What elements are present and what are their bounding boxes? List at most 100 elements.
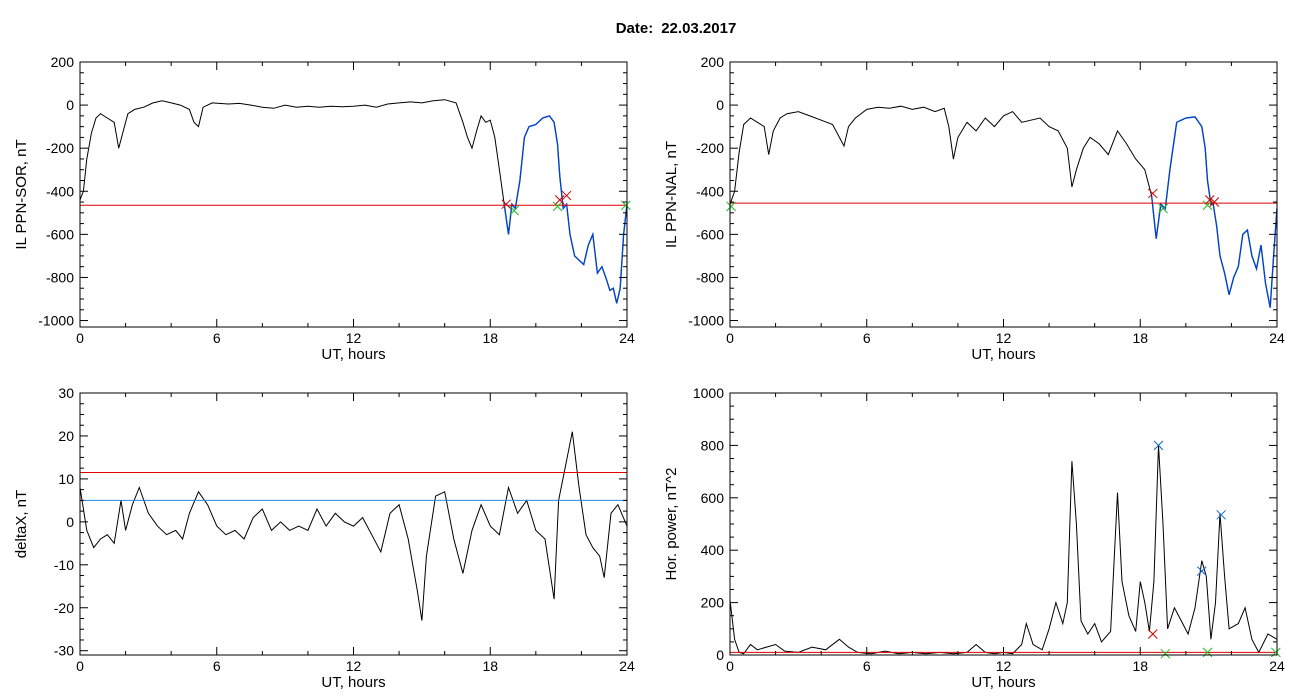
y-tick-label: 600 — [701, 490, 725, 506]
x-axis-label: UT, hours — [321, 674, 385, 691]
x-axis-label: UT, hours — [971, 674, 1035, 691]
x-tick-label: 6 — [863, 330, 871, 346]
y-axis-label: IL PPN-SOR, nT — [13, 139, 30, 249]
plot-frame — [729, 392, 1278, 656]
y-tick-label: -200 — [696, 140, 724, 156]
cross-stroke — [1204, 195, 1215, 205]
highlight-line — [503, 115, 628, 304]
x-tick-label: 0 — [726, 658, 734, 674]
y-tick-label: 0 — [66, 514, 74, 530]
x-axis-label: UT, hours — [971, 346, 1035, 363]
panel-il-ppn-nal: 0 6 12 18 24 -1000 -800 -600 -400 -200 0 200 UT, hou… — [663, 54, 1285, 363]
cross-marker — [621, 200, 631, 211]
cross-marker — [1153, 440, 1164, 451]
cross-marker — [509, 205, 520, 216]
cross-marker — [1209, 197, 1220, 207]
cross-stroke — [1209, 197, 1220, 207]
y-tick-label: 400 — [701, 542, 725, 558]
x-tick-label: 12 — [346, 330, 362, 346]
plot-frame — [79, 61, 628, 328]
y-tick-label: 0 — [66, 97, 74, 113]
x-tick-label: 18 — [482, 658, 498, 674]
x-tick-label: 24 — [619, 330, 635, 346]
x-tick-label: 24 — [1269, 658, 1285, 674]
y-axis-label: IL PPN-NAL, nT — [663, 141, 680, 248]
x-tick-label: 24 — [1269, 330, 1285, 346]
data-line — [79, 99, 628, 304]
x-tick-label: 18 — [482, 330, 498, 346]
y-tick-label: 10 — [58, 471, 74, 487]
y-axis-label: deltaX, nT — [13, 490, 30, 558]
y-tick-label: 20 — [58, 428, 74, 444]
cross-stroke — [1147, 629, 1158, 639]
cross-stroke — [621, 200, 631, 211]
cross-marker — [554, 195, 565, 205]
cross-marker — [1216, 509, 1227, 520]
cross-stroke — [554, 195, 565, 205]
cross-stroke — [1216, 509, 1227, 520]
cross-stroke — [726, 201, 736, 212]
y-tick-label: -1000 — [688, 313, 724, 329]
cross-stroke — [561, 190, 572, 201]
data-line — [79, 431, 628, 621]
cross-marker — [1158, 203, 1168, 214]
y-tick-label: -400 — [46, 183, 74, 199]
cross-marker — [726, 201, 736, 212]
y-tick-label: -1000 — [38, 313, 74, 329]
data-line — [729, 105, 1278, 308]
y-tick-label: -400 — [696, 183, 724, 199]
cross-marker — [1196, 566, 1207, 577]
cross-stroke — [1147, 188, 1158, 199]
y-tick-label: 800 — [701, 437, 725, 453]
y-axis-label: Hor. power, nT^2 — [663, 468, 680, 581]
cross-marker — [1160, 648, 1171, 659]
cross-marker — [552, 201, 563, 212]
y-tick-label: 0 — [716, 647, 724, 663]
cross-stroke — [509, 205, 520, 216]
data-line — [729, 445, 1278, 655]
y-tick-label: 1000 — [693, 385, 724, 401]
cross-stroke — [1196, 566, 1207, 577]
figure-title: Date: 22.03.2017 — [0, 20, 1300, 37]
cross-marker — [1147, 188, 1158, 199]
cross-stroke — [1158, 203, 1168, 214]
cross-marker — [1204, 195, 1215, 205]
cross-stroke — [552, 201, 563, 212]
x-tick-label: 12 — [996, 330, 1012, 346]
panel-hor-power: 0 6 12 18 24 0 200 400 600 800 1000 UT, hours Hor. p… — [663, 385, 1285, 691]
x-tick-label: 12 — [346, 658, 362, 674]
y-tick-label: -600 — [696, 226, 724, 242]
y-tick-label: -800 — [46, 269, 74, 285]
y-tick-label: 30 — [58, 385, 74, 401]
y-tick-label: -600 — [46, 226, 74, 242]
cross-stroke — [1160, 648, 1171, 659]
y-tick-label: -30 — [54, 643, 74, 659]
x-axis-label: UT, hours — [321, 346, 385, 363]
x-tick-label: 18 — [1132, 658, 1148, 674]
x-tick-label: 6 — [213, 330, 221, 346]
y-tick-label: -20 — [54, 600, 74, 616]
cross-marker — [1202, 200, 1213, 211]
x-tick-label: 18 — [1132, 330, 1148, 346]
x-tick-label: 24 — [619, 658, 635, 674]
y-tick-label: 200 — [701, 595, 725, 611]
cross-marker — [561, 190, 572, 201]
cross-stroke — [1202, 200, 1213, 211]
x-tick-label: 6 — [863, 658, 871, 674]
y-tick-label: -800 — [696, 269, 724, 285]
plot-frame — [729, 61, 1278, 328]
x-tick-label: 0 — [726, 330, 734, 346]
x-tick-label: 12 — [996, 658, 1012, 674]
cross-marker — [501, 199, 512, 210]
panel-il-ppn-sor: 0 6 12 18 24 -1000 -800 -600 -400 -200 0 200 UT, hou… — [13, 54, 635, 363]
y-tick-label: -200 — [46, 140, 74, 156]
panel-deltax: 0 6 12 18 24 -30 -20 -10 0 10 20 30 UT, hours deltaX,… — [13, 385, 635, 691]
cross-stroke — [1153, 440, 1164, 451]
title-date: 22.03.2017 — [661, 20, 737, 37]
plot-frame — [79, 392, 628, 656]
y-tick-label: -10 — [54, 557, 74, 573]
y-tick-label: 200 — [701, 54, 725, 70]
x-tick-label: 0 — [76, 658, 84, 674]
highlight-line — [1150, 116, 1278, 308]
